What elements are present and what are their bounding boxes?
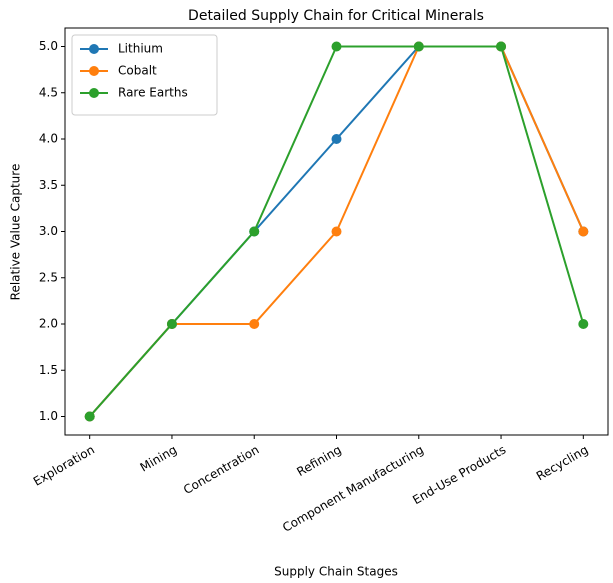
data-point [331,134,342,144]
legend-marker [89,88,99,98]
legend-label: Cobalt [118,64,157,78]
y-tick-label: 2.0 [39,317,58,331]
legend-marker [89,66,99,76]
legend-box [71,34,218,116]
data-point [496,41,507,52]
data-point [249,319,260,329]
y-tick-label: 4.0 [39,132,58,146]
data-point [249,226,260,237]
y-axis-label: Relative Value Capture [9,164,23,301]
chart-title: Detailed Supply Chain for Critical Miner… [188,8,484,24]
legend-label: Lithium [118,42,163,56]
data-point [84,411,95,422]
y-tick-label: 3.0 [39,224,58,238]
data-point [166,319,177,329]
data-point [578,226,589,237]
data-point [331,226,342,237]
data-point [413,41,424,52]
x-axis-label: Supply Chain Stages [274,565,398,579]
plot-frame [64,27,609,436]
y-tick-label: 1.0 [39,409,58,423]
data-point [578,319,589,329]
y-tick-label: 3.5 [39,178,58,192]
legend-marker [89,44,99,54]
legend-label: Rare Earths [118,86,188,100]
y-tick-label: 2.5 [39,270,58,284]
y-tick-label: 1.5 [39,363,58,377]
y-tick-label: 5.0 [39,39,58,53]
y-tick-label: 4.5 [39,85,58,99]
data-point [331,41,342,52]
